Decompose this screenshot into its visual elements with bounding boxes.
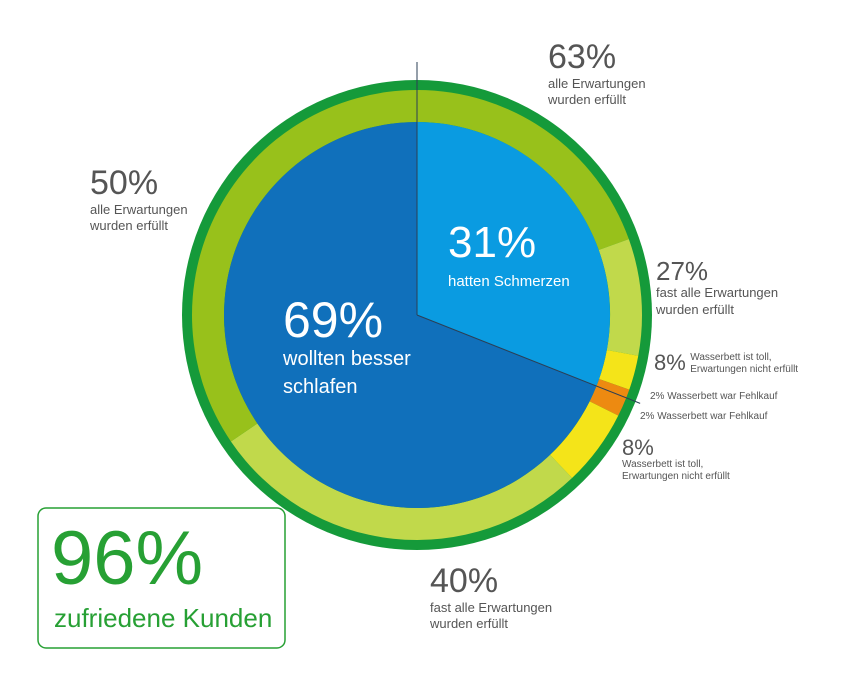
label-2-top-text: Wasserbett war Fehlkauf — [667, 391, 778, 402]
outer-ring-b-segment-3 — [230, 423, 573, 540]
inner-slice-31 — [417, 122, 610, 387]
label-8-top-line1: Wasserbett ist toll, — [690, 352, 772, 363]
label-40: 40% fast alle Erwartungen wurden erfüllt — [430, 562, 553, 631]
outer-ring-a-segment-2 — [598, 239, 642, 356]
callout-box — [37, 507, 286, 649]
label-50: 50% alle Erwartungen wurden erfüllt — [90, 164, 188, 233]
outer-ring-a-segment-1 — [417, 90, 629, 250]
label-8-top-line2: Erwartungen nicht erfüllt — [690, 364, 799, 375]
callout-label: zufriedene Kunden — [54, 603, 273, 633]
boundary-divider-line — [416, 314, 641, 404]
inner-31-text: hatten Schmerzen — [448, 273, 570, 290]
label-2-bottom-pct: 2% — [640, 411, 655, 422]
outer-ring-b-segment-1 — [589, 386, 627, 416]
inner-31-pct: 31% — [448, 218, 537, 267]
outer-ring-b-segment-4 — [192, 90, 417, 442]
label-2-bottom: 2% Wasserbett war Fehlkauf — [640, 411, 767, 424]
label-63: 63% alle Erwartungen wurden erfüllt — [548, 38, 646, 107]
label-8-bottom-line2: Erwartungen nicht erfüllt — [622, 471, 730, 482]
label-8-bottom: 8% Wasserbett ist toll, Erwartungen nich… — [622, 435, 730, 483]
label-27: 27% fast alle Erwartungen wurden erfüllt — [656, 256, 779, 317]
callout-percent: 96% — [51, 516, 204, 601]
label-2-top: 2% Wasserbett war Fehlkauf — [650, 391, 777, 404]
inner-label-31: 31% hatten Schmerzen — [448, 221, 570, 292]
outer-ring-a-segment-4 — [596, 379, 630, 398]
label-2-top-pct: 2% — [650, 391, 665, 402]
outer-ring-a-segment-3 — [599, 349, 639, 390]
inner-69-line1: wollten besser — [283, 348, 411, 370]
label-8-top: 8% Wasserbett ist toll, Erwartungen nich… — [654, 350, 799, 376]
inner-slice-69 — [223, 122, 597, 508]
inner-label-69: 69% wollten besser schlafen — [283, 295, 411, 401]
inner-69-pct: 69% — [283, 292, 384, 348]
outer-ring-b-segment-2 — [549, 401, 619, 479]
inner-69-line2: schlafen — [283, 376, 358, 398]
label-8-bottom-line1: Wasserbett ist toll, — [622, 459, 704, 470]
label-2-bottom-text: Wasserbett war Fehlkauf — [657, 411, 768, 422]
